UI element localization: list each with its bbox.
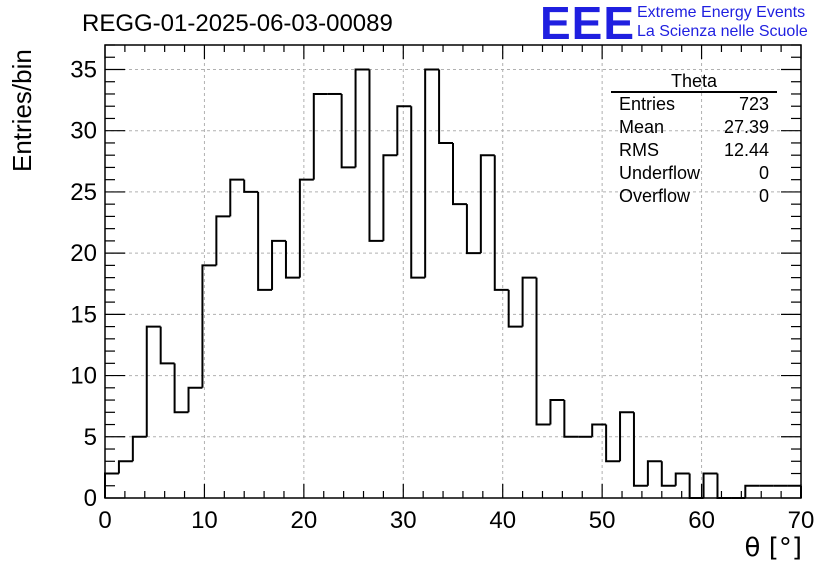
histogram-bin xyxy=(201,264,217,388)
logo-caption-line1: Extreme Energy Events xyxy=(637,4,806,21)
histogram-bin xyxy=(298,178,314,278)
plot-frame-rect xyxy=(104,44,802,499)
histogram-bin xyxy=(257,191,273,291)
x-tick-label: 20 xyxy=(291,507,318,534)
stats-label: Underflow xyxy=(619,163,701,183)
stats-label: Entries xyxy=(619,94,676,114)
histogram-bin xyxy=(591,423,607,437)
stats-row-rms: RMS 12.44 xyxy=(611,139,777,162)
histogram-bin xyxy=(117,460,133,474)
tick-marks xyxy=(104,44,802,499)
logo-caption: Extreme Energy Events La Scienza nelle S… xyxy=(637,3,808,41)
chart-title: REGG-01-2025-06-03-00089 xyxy=(82,10,393,37)
x-tick-label: 60 xyxy=(688,507,715,534)
histogram-bin xyxy=(284,240,300,279)
x-axis-label: θ [°] xyxy=(744,533,802,563)
tick-labels: 0 10 20 30 40 50 60 70 0 5 10 15 20 25 30 35 xyxy=(70,56,814,534)
y-tick-label: 20 xyxy=(70,240,97,267)
histogram-bin xyxy=(410,106,426,279)
stats-box: Theta Entries 723 Mean 27.39 RMS 12.44 U… xyxy=(611,71,777,208)
stats-value: 12.44 xyxy=(723,140,769,160)
x-tick-label: 50 xyxy=(589,507,616,534)
histogram-bin xyxy=(744,484,760,498)
histogram-bin xyxy=(632,412,648,487)
y-tick-label: 25 xyxy=(70,179,97,206)
histogram-bin xyxy=(479,154,495,254)
histogram-bin xyxy=(646,460,662,486)
histogram-bin xyxy=(549,399,565,425)
x-tick-label: 70 xyxy=(788,507,815,534)
histogram-bin xyxy=(716,473,732,499)
histogram-bin xyxy=(340,93,356,169)
histogram-bin xyxy=(465,204,481,255)
histogram-bin xyxy=(535,277,551,426)
histogram-bin xyxy=(452,142,467,206)
histogram-bin xyxy=(619,411,634,462)
stats-title: Theta xyxy=(611,71,777,93)
histogram-bin xyxy=(173,363,189,414)
stats-row-entries: Entries 723 xyxy=(611,93,777,116)
histogram-bin xyxy=(563,400,579,438)
histogram-bin xyxy=(131,435,147,462)
stats-label: Mean xyxy=(619,117,665,137)
eee-logo: EEE xyxy=(540,0,636,49)
y-axis-label: Entries/bin xyxy=(7,49,37,172)
histogram-bin xyxy=(493,155,509,291)
x-tick-label: 0 xyxy=(98,507,111,534)
stats-value: 27.39 xyxy=(723,117,769,137)
histogram-bin xyxy=(424,68,440,278)
histogram-bin xyxy=(521,276,537,327)
histogram-bin xyxy=(368,69,384,242)
histogram-bin xyxy=(507,289,523,328)
y-tick-label: 10 xyxy=(70,363,97,390)
y-tick-label: 5 xyxy=(84,424,97,451)
histogram-bin xyxy=(702,472,718,498)
histogram-bin xyxy=(660,461,676,487)
stats-value: 0 xyxy=(758,186,769,206)
histogram-bin xyxy=(438,69,453,144)
x-tick-label: 30 xyxy=(390,507,417,534)
histogram-bin xyxy=(382,154,398,241)
histogram-bin xyxy=(215,215,231,266)
stats-label: Overflow xyxy=(619,186,691,206)
x-tick-label: 10 xyxy=(191,507,218,534)
y-tick-label: 0 xyxy=(84,485,97,512)
histogram-bin xyxy=(145,325,161,437)
histogram-bin xyxy=(159,326,175,365)
histogram-bin xyxy=(229,178,245,217)
stats-row-mean: Mean 27.39 xyxy=(611,116,777,139)
stats-value: 723 xyxy=(738,94,769,114)
stats-row-underflow: Underflow 0 xyxy=(611,162,777,185)
x-tick-label: 40 xyxy=(489,507,516,534)
stats-label: RMS xyxy=(619,140,659,160)
y-tick-label: 30 xyxy=(70,118,97,145)
histogram-bin xyxy=(243,179,259,193)
histogram-bin xyxy=(312,92,328,180)
stats-value: 0 xyxy=(758,163,769,183)
histogram-bin xyxy=(187,386,203,413)
stats-row-overflow: Overflow 0 xyxy=(611,185,777,208)
histogram-bin xyxy=(674,472,690,486)
y-tick-label: 35 xyxy=(70,56,97,83)
histogram-bin xyxy=(605,424,621,463)
histogram-bin xyxy=(354,68,370,168)
histogram-bin xyxy=(271,239,286,290)
y-tick-label: 15 xyxy=(70,301,97,328)
plot-frame xyxy=(104,44,802,499)
logo-caption-line2: La Scienza nelle Scuole xyxy=(637,23,808,40)
histogram-bin xyxy=(396,105,412,156)
